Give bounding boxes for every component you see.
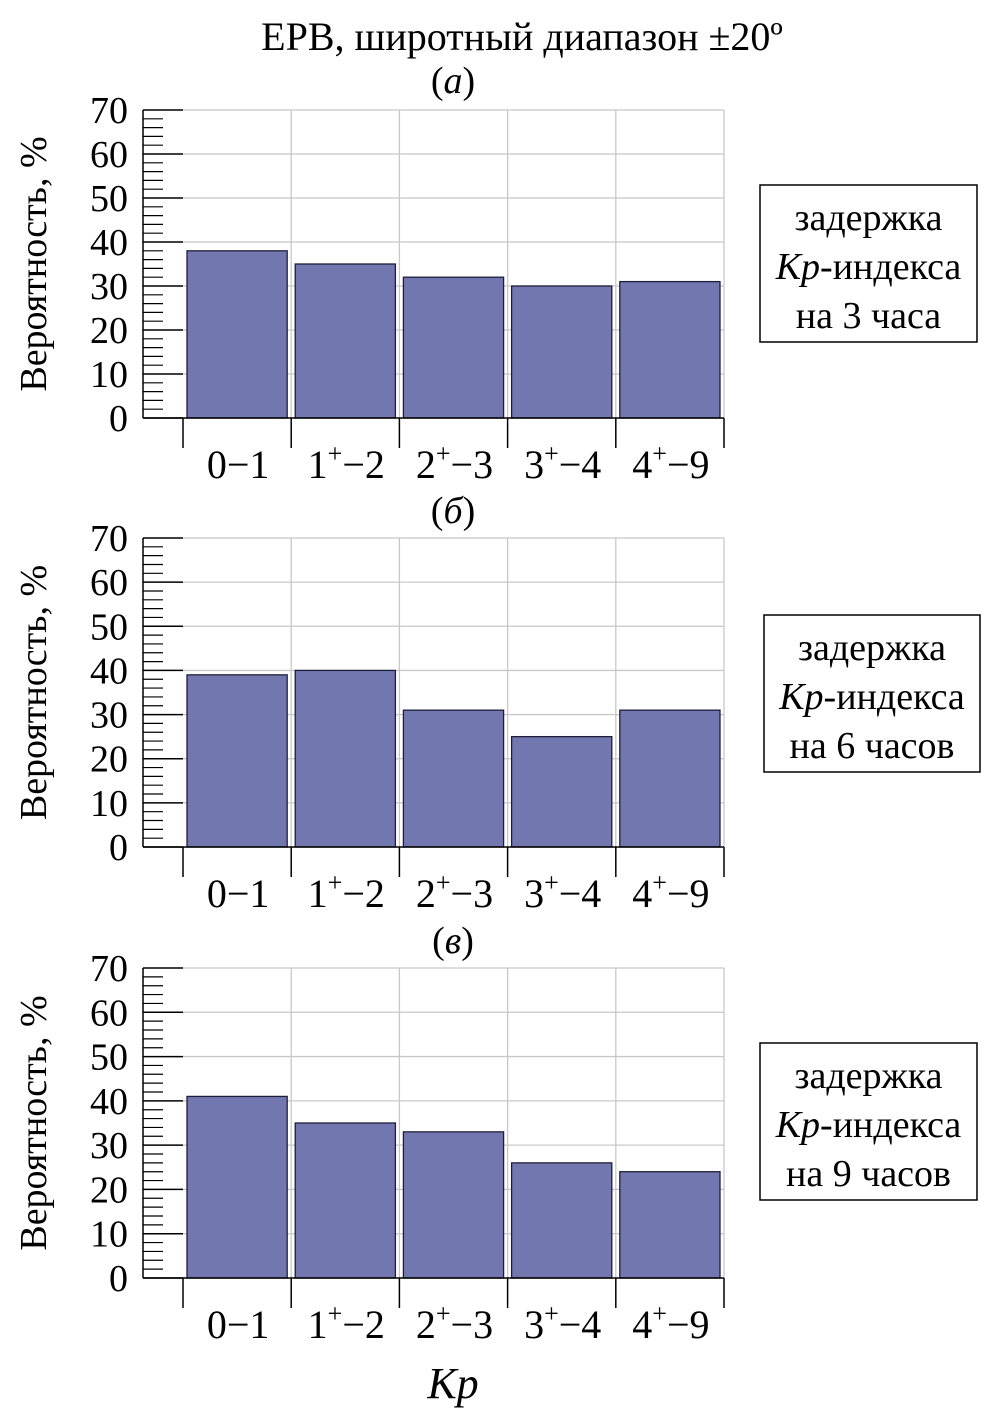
x-tick-label: 1+−2 [308,1299,385,1347]
y-tick-label: 50 [90,606,128,648]
y-tick-label: 70 [90,90,128,132]
annotation-box [763,614,981,773]
x-tick-label: 4+−9 [632,1299,709,1347]
x-tick-label: 0−1 [207,1302,270,1347]
bar [402,709,505,848]
x-tick-label: 0−1 [207,442,270,487]
annotation-box [759,184,978,343]
annotation-box [759,1042,978,1201]
y-tick-label: 10 [90,354,128,396]
panel-letter: б [443,490,464,532]
y-tick-label: 40 [90,1081,128,1123]
x-tick-label: 3+−4 [524,868,601,916]
y-tick-label: 30 [90,695,128,737]
annotation-line: на 9 часов [786,1153,951,1195]
y-tick-label: 20 [90,1169,128,1211]
bar [619,709,721,848]
x-tick-label: 1+−2 [308,439,385,487]
x-tick-label: 0−1 [207,871,270,916]
y-tick-label: 70 [90,518,128,560]
annotation-line: задержка [794,1055,942,1097]
bar [294,1122,397,1279]
y-tick-label: 50 [90,178,128,220]
annotation-line: на 3 часа [796,295,942,337]
y-tick-label: 70 [90,948,128,990]
y-tick-label: 40 [90,222,128,264]
bar [402,276,505,419]
bar [294,263,397,419]
x-tick-label: 4+−9 [632,439,709,487]
x-tick-label: 2+−3 [416,868,493,916]
bar [510,285,613,419]
y-axis-label: Вероятность, % [13,565,55,820]
y-tick-label: 60 [90,134,128,176]
bar [619,1171,721,1279]
y-tick-label: 20 [90,739,128,781]
y-axis-label: Вероятность, % [13,995,55,1250]
y-tick-label: 0 [109,827,128,869]
x-tick-label: 3+−4 [524,1299,601,1347]
bar [402,1131,505,1279]
x-tick-label: 1+−2 [308,868,385,916]
bar [186,674,288,848]
y-tick-label: 60 [90,992,128,1034]
annotation-line: задержка [794,197,942,239]
y-tick-label: 0 [109,398,128,440]
x-tick-label: 2+−3 [416,439,493,487]
y-tick-label: 20 [90,310,128,352]
y-tick-label: 30 [90,1125,128,1167]
panel-letter: в [445,920,462,962]
panel-label: (а) [431,60,475,102]
annotation-line: Kp-индекса [775,246,962,288]
x-tick-label: 4+−9 [632,868,709,916]
x-tick-label: 2+−3 [416,1299,493,1347]
figure-title: ЕРВ, широтный диапазон ±20º [261,14,783,59]
y-tick-label: 10 [90,1214,128,1256]
annotation-line: Kp-индекса [775,1104,962,1146]
bar [510,1162,613,1279]
bar [186,250,288,419]
bar [619,280,721,419]
annotation-line: Kp-индекса [778,676,965,718]
y-tick-label: 60 [90,562,128,604]
bar [510,735,613,848]
y-tick-label: 30 [90,266,128,308]
bar [294,669,397,848]
annotation-line: задержка [798,627,946,669]
bar [186,1095,288,1279]
panel-label: (б) [431,490,475,532]
x-tick-label: 3+−4 [524,439,601,487]
y-tick-label: 0 [109,1258,128,1300]
y-tick-label: 40 [90,650,128,692]
annotation-line: на 6 часов [790,725,955,767]
y-axis-label: Вероятность, % [13,136,55,391]
x-axis-label: Kp [426,1359,478,1408]
y-tick-label: 10 [90,783,128,825]
panel-label: (в) [432,920,474,962]
y-tick-label: 50 [90,1037,128,1079]
panel-letter: а [444,60,463,102]
